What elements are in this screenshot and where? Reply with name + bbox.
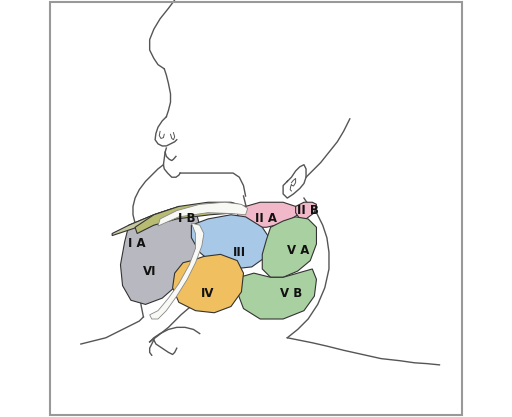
Polygon shape bbox=[191, 215, 271, 269]
Text: I A: I A bbox=[129, 237, 146, 251]
Text: III: III bbox=[233, 246, 246, 259]
Text: II A: II A bbox=[255, 212, 278, 226]
Text: I B: I B bbox=[179, 212, 196, 226]
Polygon shape bbox=[237, 269, 316, 319]
Polygon shape bbox=[120, 206, 200, 304]
Polygon shape bbox=[173, 254, 244, 313]
Text: V B: V B bbox=[281, 287, 303, 301]
Polygon shape bbox=[150, 223, 204, 319]
Polygon shape bbox=[295, 202, 316, 219]
Polygon shape bbox=[135, 202, 246, 234]
Text: VI: VI bbox=[143, 264, 156, 278]
Text: II B: II B bbox=[297, 204, 319, 217]
Polygon shape bbox=[237, 202, 297, 227]
Polygon shape bbox=[158, 202, 248, 226]
Text: IV: IV bbox=[201, 287, 215, 301]
Polygon shape bbox=[262, 217, 316, 277]
Text: V A: V A bbox=[287, 244, 309, 257]
Polygon shape bbox=[112, 208, 173, 236]
